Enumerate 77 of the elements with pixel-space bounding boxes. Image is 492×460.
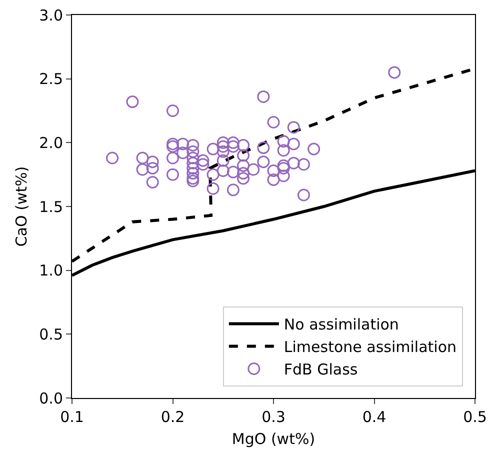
y-axis-title: CaO (wt%) bbox=[12, 166, 30, 247]
point bbox=[196, 154, 210, 167]
x-tick-label: 0.1 bbox=[60, 408, 84, 426]
point bbox=[166, 152, 179, 164]
point bbox=[287, 138, 300, 150]
legend-label: No assimilation bbox=[284, 316, 399, 334]
point bbox=[186, 156, 200, 170]
x-axis-title: MgO (wt%) bbox=[232, 430, 316, 448]
point bbox=[257, 90, 270, 103]
y-tick-label: 3.0 bbox=[39, 6, 63, 24]
point bbox=[308, 142, 320, 156]
point bbox=[186, 152, 200, 164]
point bbox=[206, 168, 220, 181]
y-tick-label: 2.0 bbox=[39, 134, 63, 152]
y-tick-label: 0.5 bbox=[39, 325, 63, 344]
point bbox=[186, 138, 200, 152]
point bbox=[267, 164, 280, 177]
point bbox=[277, 144, 290, 157]
point bbox=[247, 163, 260, 176]
point bbox=[186, 167, 200, 180]
point bbox=[237, 138, 250, 152]
point bbox=[206, 142, 220, 156]
point bbox=[146, 156, 159, 168]
point bbox=[216, 136, 230, 149]
point bbox=[277, 162, 290, 174]
point bbox=[136, 152, 149, 164]
y-tick-label: 1.5 bbox=[39, 198, 63, 216]
point bbox=[237, 167, 250, 180]
point bbox=[146, 176, 159, 188]
point bbox=[277, 170, 290, 182]
point bbox=[267, 173, 280, 186]
y-tick-label: 1.0 bbox=[39, 262, 63, 280]
legend-label: FdB Glass bbox=[284, 360, 358, 379]
point bbox=[176, 138, 190, 150]
point bbox=[146, 162, 159, 174]
point bbox=[126, 96, 139, 108]
point bbox=[216, 164, 230, 177]
point bbox=[186, 174, 200, 188]
point bbox=[166, 104, 179, 117]
point bbox=[237, 172, 250, 185]
point bbox=[166, 140, 179, 153]
point bbox=[287, 156, 300, 170]
legend-label: Limestone assimilation bbox=[284, 338, 457, 356]
point bbox=[388, 66, 401, 79]
point bbox=[186, 145, 200, 158]
point bbox=[257, 156, 270, 168]
point bbox=[216, 140, 230, 153]
x-tick-label: 0.4 bbox=[362, 408, 386, 426]
x-tick-label: 0.5 bbox=[463, 408, 487, 426]
point bbox=[106, 152, 119, 164]
point bbox=[226, 184, 240, 196]
point bbox=[237, 159, 250, 172]
x-tick-label: 0.2 bbox=[160, 408, 185, 426]
point bbox=[206, 182, 220, 195]
point bbox=[186, 162, 200, 174]
point bbox=[267, 116, 280, 128]
point bbox=[237, 149, 250, 162]
x-tick-label: 0.3 bbox=[262, 408, 286, 426]
point bbox=[277, 159, 290, 172]
point bbox=[287, 121, 300, 134]
point bbox=[196, 158, 210, 171]
point bbox=[226, 136, 240, 149]
point bbox=[136, 163, 149, 176]
y-tick-label: 0.0 bbox=[39, 389, 63, 408]
point bbox=[166, 168, 179, 181]
point bbox=[226, 166, 240, 178]
point bbox=[176, 146, 190, 160]
point bbox=[216, 154, 230, 167]
point bbox=[297, 158, 310, 171]
point bbox=[297, 188, 310, 202]
y-tick-label: 2.5 bbox=[39, 70, 63, 88]
point bbox=[277, 135, 290, 148]
point bbox=[226, 140, 240, 153]
point bbox=[216, 145, 230, 158]
point bbox=[166, 138, 179, 150]
point bbox=[186, 172, 200, 185]
point bbox=[257, 142, 270, 154]
